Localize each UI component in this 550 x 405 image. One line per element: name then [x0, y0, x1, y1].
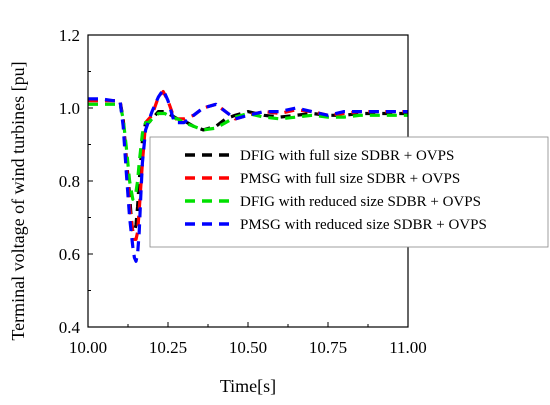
legend-label: PMSG with full size SDBR + OVPS — [240, 171, 460, 187]
x-tick-label: 10.00 — [69, 338, 107, 357]
x-tick-label: 11.00 — [389, 338, 427, 357]
y-tick-label: 0.8 — [59, 172, 80, 191]
x-tick-label: 10.25 — [149, 338, 187, 357]
y-tick-label: 1.0 — [59, 99, 80, 118]
legend-label: DFIG with full size SDBR + OVPS — [240, 148, 454, 164]
x-tick-label: 10.50 — [229, 338, 267, 357]
y-axis-label: Terminal voltage of wind turbines [pu] — [8, 61, 28, 340]
y-tick-label: 0.4 — [59, 318, 81, 337]
x-tick-label: 10.75 — [309, 338, 347, 357]
y-tick-label: 1.2 — [59, 26, 80, 45]
legend: DFIG with full size SDBR + OVPS PMSG with… — [150, 137, 548, 247]
x-axis-label: Time[s] — [220, 376, 276, 396]
legend-label: PMSG with reduced size SDBR + OVPS — [240, 217, 487, 233]
legend-label: DFIG with reduced size SDBR + OVPS — [240, 194, 481, 210]
y-tick-label: 0.6 — [59, 245, 80, 264]
